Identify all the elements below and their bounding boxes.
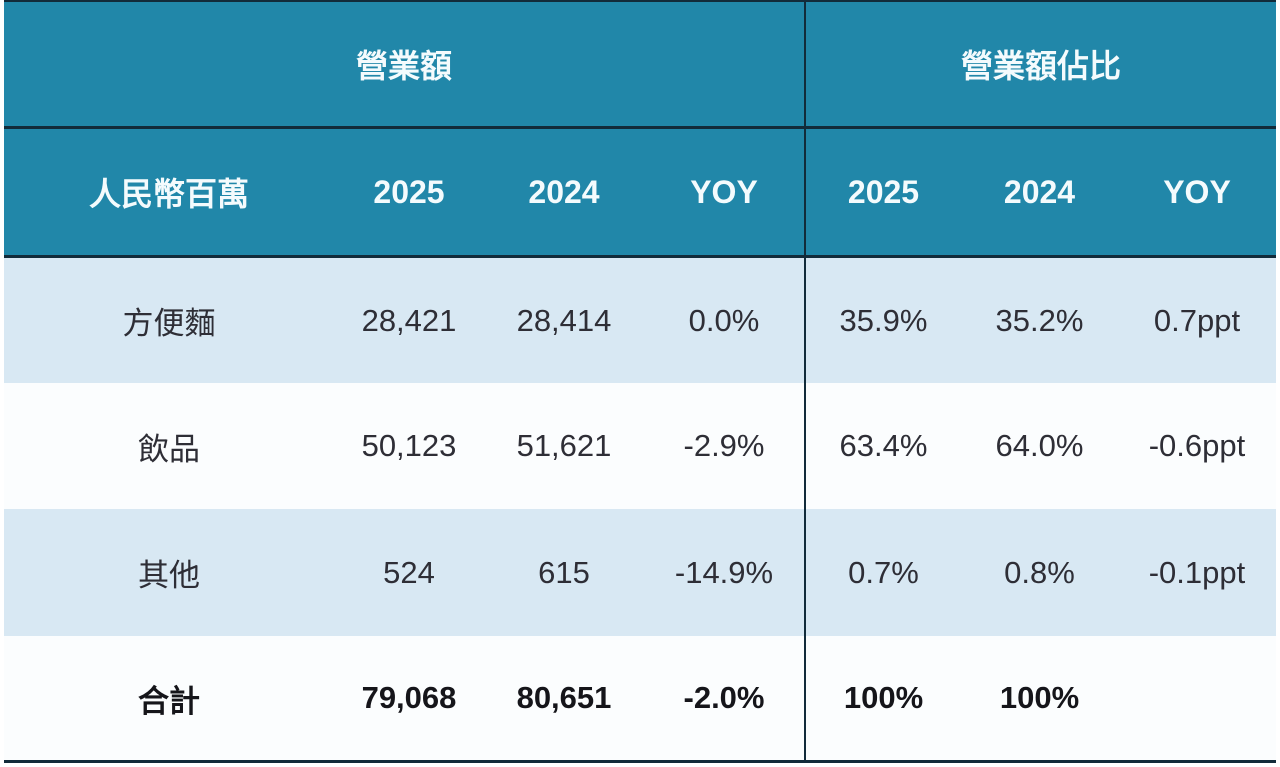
beverages-revenue-yoy: -2.9% bbox=[644, 383, 804, 509]
beverages-share-2025: 63.4% bbox=[804, 383, 961, 509]
row-label-others: 其他 bbox=[4, 509, 334, 636]
total-share-2024: 100% bbox=[961, 636, 1118, 760]
noodles-revenue-2025: 28,421 bbox=[334, 258, 484, 383]
column-header-share-2024: 2024 bbox=[961, 129, 1118, 258]
beverages-share-2024: 64.0% bbox=[961, 383, 1118, 509]
section-header-revenue-share: 營業額佔比 bbox=[804, 2, 1276, 129]
column-header-share-2025: 2025 bbox=[804, 129, 961, 258]
others-share-2024: 0.8% bbox=[961, 509, 1118, 636]
others-revenue-2024: 615 bbox=[484, 509, 644, 636]
beverages-revenue-2024: 51,621 bbox=[484, 383, 644, 509]
beverages-revenue-2025: 50,123 bbox=[334, 383, 484, 509]
noodles-share-yoy: 0.7ppt bbox=[1118, 258, 1276, 383]
total-revenue-2024: 80,651 bbox=[484, 636, 644, 760]
section-header-revenue: 營業額 bbox=[4, 2, 804, 129]
others-share-yoy: -0.1ppt bbox=[1118, 509, 1276, 636]
column-header-2024: 2024 bbox=[484, 129, 644, 258]
row-label-beverages: 飲品 bbox=[4, 383, 334, 509]
total-revenue-yoy: -2.0% bbox=[644, 636, 804, 760]
row-label-total: 合計 bbox=[4, 636, 334, 760]
total-revenue-2025: 79,068 bbox=[334, 636, 484, 760]
section-header-revenue-label: 營業額 bbox=[355, 48, 452, 84]
others-share-2025: 0.7% bbox=[804, 509, 961, 636]
column-header-unit: 人民幣百萬 bbox=[4, 129, 334, 258]
noodles-share-2024: 35.2% bbox=[961, 258, 1118, 383]
noodles-revenue-2024: 28,414 bbox=[484, 258, 644, 383]
others-revenue-yoy: -14.9% bbox=[644, 509, 804, 636]
beverages-share-yoy: -0.6ppt bbox=[1118, 383, 1276, 509]
others-revenue-2025: 524 bbox=[334, 509, 484, 636]
column-header-yoy: YOY bbox=[644, 129, 804, 258]
revenue-table: 營業額 營業額佔比 人民幣百萬 2025 2024 YOY 2025 2024 … bbox=[4, 0, 1276, 763]
total-share-yoy bbox=[1118, 636, 1276, 760]
noodles-share-2025: 35.9% bbox=[804, 258, 961, 383]
column-header-share-yoy: YOY bbox=[1118, 129, 1276, 258]
column-header-2025: 2025 bbox=[334, 129, 484, 258]
noodles-revenue-yoy: 0.0% bbox=[644, 258, 804, 383]
row-label-noodles: 方便麵 bbox=[4, 258, 334, 383]
section-header-revenue-share-label: 營業額佔比 bbox=[960, 48, 1121, 84]
total-share-2025: 100% bbox=[804, 636, 961, 760]
